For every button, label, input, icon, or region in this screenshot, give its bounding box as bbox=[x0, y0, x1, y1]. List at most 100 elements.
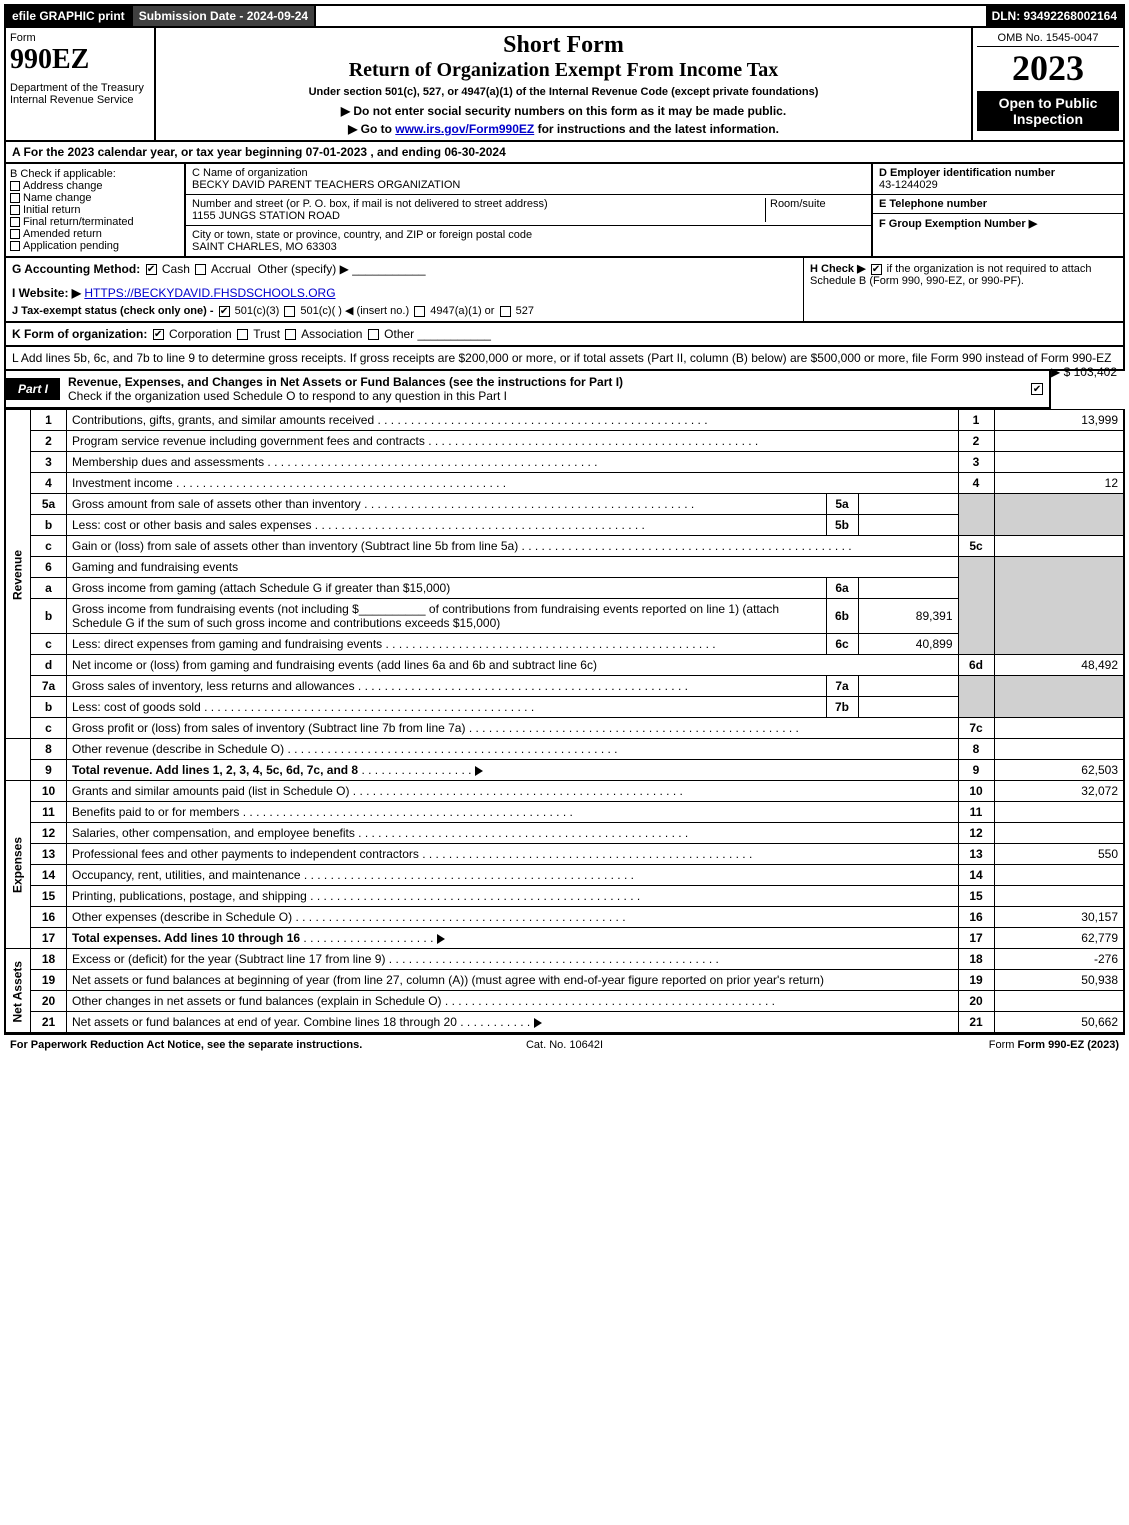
e-label: E Telephone number bbox=[879, 198, 987, 210]
k-corp: Corporation bbox=[169, 327, 232, 341]
part1-title: Revenue, Expenses, and Changes in Net As… bbox=[60, 371, 1031, 407]
chk-initial-return[interactable] bbox=[10, 205, 20, 215]
g-label: G Accounting Method: bbox=[12, 262, 140, 276]
c-name-label: C Name of organization bbox=[192, 167, 865, 179]
ln-19: 19 bbox=[31, 970, 67, 991]
ln-2: 2 bbox=[31, 431, 67, 452]
d-12: Salaries, other compensation, and employ… bbox=[67, 823, 959, 844]
c-street-label: Number and street (or P. O. box, if mail… bbox=[192, 198, 765, 210]
ln-6: 6 bbox=[31, 557, 67, 578]
j-501c: 501(c)( ) ◀ (insert no.) bbox=[300, 305, 409, 317]
chk-pending[interactable] bbox=[10, 241, 20, 251]
rn-10: 10 bbox=[958, 781, 994, 802]
c-city-row: City or town, state or province, country… bbox=[186, 226, 871, 256]
grey-5v bbox=[994, 494, 1124, 536]
ln-12: 12 bbox=[31, 823, 67, 844]
submission-date-button[interactable]: Submission Date - 2024-09-24 bbox=[133, 6, 316, 26]
l-value: ▶ $ 103,402 bbox=[1051, 365, 1117, 379]
ln-5a: 5a bbox=[31, 494, 67, 515]
chk-corp[interactable] bbox=[153, 329, 164, 340]
footer: For Paperwork Reduction Act Notice, see … bbox=[4, 1034, 1125, 1055]
form-word: Form bbox=[10, 32, 150, 44]
side-spacer-1 bbox=[5, 739, 31, 760]
ln-7c: c bbox=[31, 718, 67, 739]
chk-schedule-o[interactable] bbox=[1031, 383, 1043, 395]
ln-15: 15 bbox=[31, 886, 67, 907]
line-a: A For the 2023 calendar year, or tax yea… bbox=[4, 142, 1125, 164]
rn-14: 14 bbox=[958, 865, 994, 886]
g-cash: Cash bbox=[162, 262, 190, 276]
ln-9: 9 bbox=[31, 760, 67, 781]
col-def: D Employer identification number 43-1244… bbox=[873, 164, 1123, 256]
d-5b: Less: cost or other basis and sales expe… bbox=[67, 515, 827, 536]
goto-note: ▶ Go to www.irs.gov/Form990EZ for instru… bbox=[160, 122, 967, 136]
chk-h[interactable] bbox=[871, 264, 882, 275]
opt-address-change: Address change bbox=[23, 180, 103, 192]
d-20: Other changes in net assets or fund bala… bbox=[67, 991, 959, 1012]
efile-print-button[interactable]: efile GRAPHIC print bbox=[6, 6, 133, 26]
d-row: D Employer identification number 43-1244… bbox=[873, 164, 1123, 195]
rn-21: 21 bbox=[958, 1012, 994, 1034]
chk-address-change[interactable] bbox=[10, 181, 20, 191]
ln-20: 20 bbox=[31, 991, 67, 1012]
rn-11: 11 bbox=[958, 802, 994, 823]
tax-year: 2023 bbox=[977, 47, 1119, 89]
topbar-spacer bbox=[316, 6, 985, 26]
opt-name-change: Name change bbox=[23, 192, 92, 204]
chk-assoc[interactable] bbox=[285, 329, 296, 340]
chk-trust[interactable] bbox=[237, 329, 248, 340]
ln-11: 11 bbox=[31, 802, 67, 823]
goto-link[interactable]: www.irs.gov/Form990EZ bbox=[395, 122, 534, 136]
chk-final-return[interactable] bbox=[10, 217, 20, 227]
opt-pending: Application pending bbox=[23, 240, 119, 252]
rv-16: 30,157 bbox=[994, 907, 1124, 928]
chk-4947[interactable] bbox=[414, 306, 425, 317]
chk-501c[interactable] bbox=[284, 306, 295, 317]
sl-7a: 7a bbox=[826, 676, 858, 697]
chk-527[interactable] bbox=[500, 306, 511, 317]
grey-6 bbox=[958, 557, 994, 655]
d-21: Net assets or fund balances at end of ye… bbox=[67, 1012, 959, 1034]
sl-6b: 6b bbox=[826, 599, 858, 634]
website-link[interactable]: HTTPS://BECKYDAVID.FHSDSCHOOLS.ORG bbox=[84, 286, 335, 300]
j-527: 527 bbox=[516, 305, 534, 317]
ln-21: 21 bbox=[31, 1012, 67, 1034]
chk-cash[interactable] bbox=[146, 264, 157, 275]
d-19: Net assets or fund balances at beginning… bbox=[67, 970, 959, 991]
ln-8: 8 bbox=[31, 739, 67, 760]
arrow-icon-17 bbox=[437, 934, 445, 944]
lines-table: Revenue 1 Contributions, gifts, grants, … bbox=[4, 409, 1125, 1034]
d-11: Benefits paid to or for members bbox=[67, 802, 959, 823]
rn-2: 2 bbox=[958, 431, 994, 452]
d-2: Program service revenue including govern… bbox=[67, 431, 959, 452]
rn-3: 3 bbox=[958, 452, 994, 473]
dln-label: DLN: 93492268002164 bbox=[986, 6, 1123, 26]
ln-17: 17 bbox=[31, 928, 67, 949]
rv-9: 62,503 bbox=[994, 760, 1124, 781]
ln-1: 1 bbox=[31, 410, 67, 431]
rn-1: 1 bbox=[958, 410, 994, 431]
side-expenses: Expenses bbox=[5, 781, 31, 949]
chk-accrual[interactable] bbox=[195, 264, 206, 275]
g-accrual: Accrual bbox=[211, 262, 251, 276]
col-g: G Accounting Method: Cash Accrual Other … bbox=[6, 258, 803, 321]
org-street: 1155 JUNGS STATION ROAD bbox=[192, 210, 765, 222]
top-bar: efile GRAPHIC print Submission Date - 20… bbox=[4, 4, 1125, 28]
rv-2 bbox=[994, 431, 1124, 452]
chk-501c3[interactable] bbox=[219, 306, 230, 317]
under-section: Under section 501(c), 527, or 4947(a)(1)… bbox=[160, 86, 967, 98]
chk-name-change[interactable] bbox=[10, 193, 20, 203]
d-1: Contributions, gifts, grants, and simila… bbox=[67, 410, 959, 431]
ln-4: 4 bbox=[31, 473, 67, 494]
sl-5b: 5b bbox=[826, 515, 858, 536]
sv-7b bbox=[858, 697, 958, 718]
chk-other-org[interactable] bbox=[368, 329, 379, 340]
grey-7 bbox=[958, 676, 994, 718]
rv-13: 550 bbox=[994, 844, 1124, 865]
part1-title-text: Revenue, Expenses, and Changes in Net As… bbox=[68, 375, 623, 389]
grey-6v bbox=[994, 557, 1124, 655]
h-label: H Check ▶ bbox=[810, 263, 866, 275]
chk-amended[interactable] bbox=[10, 229, 20, 239]
opt-final-return: Final return/terminated bbox=[23, 216, 134, 228]
part1-label: Part I bbox=[6, 378, 60, 400]
